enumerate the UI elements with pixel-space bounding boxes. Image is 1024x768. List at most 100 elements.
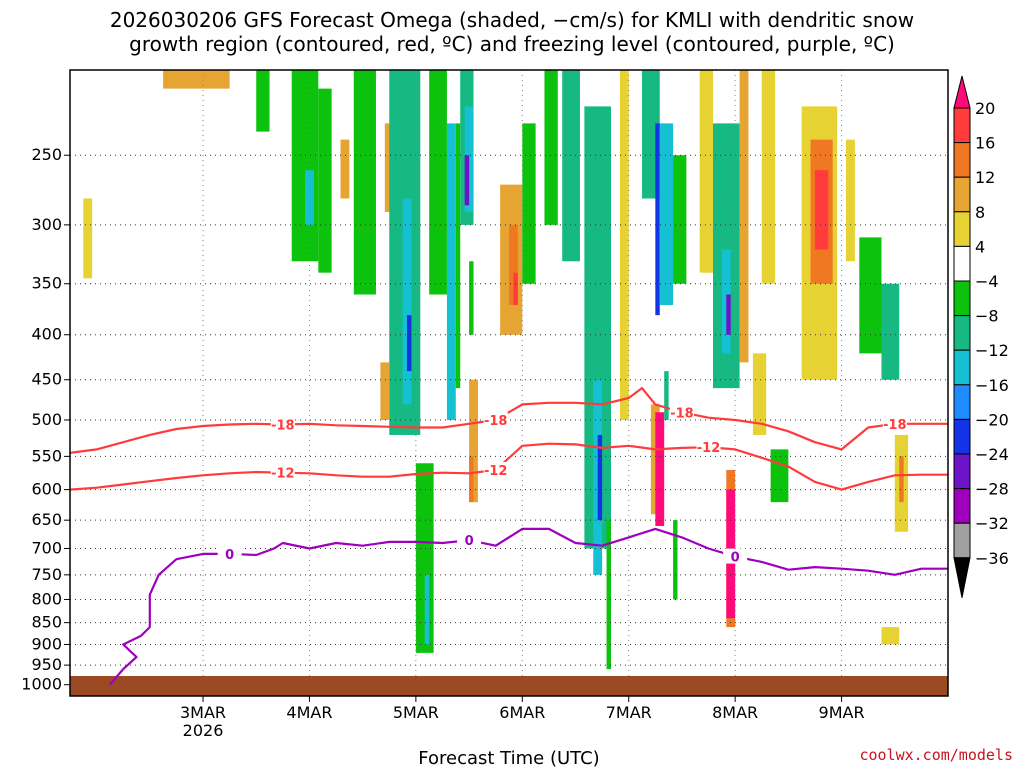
- contour-minus-18-label-bg: [669, 404, 694, 420]
- y-tick-label: 650: [31, 510, 62, 529]
- colorbar-label: −8: [975, 307, 999, 326]
- x-axis-label: Forecast Time (UTC): [418, 748, 599, 768]
- omega-cell: [83, 198, 93, 279]
- contour-freezing-level-label-bg: [217, 545, 242, 561]
- omega-cell: [814, 170, 829, 250]
- colorbar-label: 8: [975, 203, 985, 222]
- omega-cell: [429, 70, 447, 295]
- contour-freezing-level-label-bg: [457, 532, 482, 548]
- colorbar-label: −28: [975, 480, 1009, 499]
- credit-link[interactable]: coolwx.com/models: [859, 746, 1013, 764]
- chart-title-line-2: growth region (contoured, red, ºC) and f…: [129, 32, 895, 56]
- colorbar: 20 16 12 8 4 −4 −8 −12 −16 −20 −24 −28 −32 −36: [953, 75, 1009, 598]
- y-tick-label: 400: [31, 325, 62, 344]
- x-tick-label: 9MAR: [819, 703, 865, 722]
- omega-cell: [522, 123, 536, 284]
- colorbar-label: −12: [975, 341, 1009, 360]
- contour-minus-18-label-bg: [483, 411, 508, 427]
- chart-title-line-1: 2026030206 GFS Forecast Omega (shaded, −…: [110, 8, 914, 32]
- omega-cell: [739, 70, 749, 363]
- colorbar-label: −24: [975, 445, 1009, 464]
- colorbar-swatch: [953, 522, 971, 559]
- colorbar-swatch: [953, 176, 971, 213]
- omega-cell: [446, 123, 456, 420]
- omega-cell: [469, 379, 478, 503]
- colorbar-label: −36: [975, 549, 1009, 568]
- colorbar-top-arrow: [953, 75, 971, 109]
- contour-minus-18: [69, 387, 948, 454]
- x-tick-year: 2026: [183, 721, 224, 740]
- contour-minus-18-label: -18: [883, 418, 907, 433]
- colorbar-label: 20: [975, 99, 995, 118]
- colorbar-swatch: [953, 107, 971, 144]
- contour-freezing-level-label: 0: [225, 548, 234, 563]
- contour-minus-12-label: -12: [271, 467, 295, 482]
- y-tick-label: 600: [31, 480, 62, 499]
- y-tick-label: 450: [31, 370, 62, 389]
- y-tick-label: 300: [31, 215, 62, 234]
- y-tick-label: 250: [31, 145, 62, 164]
- x-tick-label: 5MAR: [393, 703, 439, 722]
- x-tick-label: 7MAR: [606, 703, 652, 722]
- contour-minus-12-label: -12: [484, 464, 508, 479]
- contour-minus-18-label-bg: [270, 416, 295, 432]
- contour-minus-12: [69, 442, 948, 491]
- contour-minus-18-label-bg: [882, 415, 907, 431]
- omega-cell: [513, 272, 518, 305]
- omega-shading: [83, 70, 909, 670]
- omega-cell: [353, 70, 376, 295]
- omega-cell: [380, 362, 390, 420]
- omega-cell: [655, 412, 665, 527]
- omega-cell: [407, 315, 412, 372]
- colorbar-label: 12: [975, 168, 995, 187]
- contour-freezing-level-label-bg: [723, 548, 748, 564]
- omega-cell: [761, 70, 776, 284]
- colorbar-swatch: [953, 315, 971, 351]
- omega-cell: [770, 449, 789, 503]
- y-tick-label: 350: [31, 274, 62, 293]
- contour-freezing-level: [109, 527, 948, 686]
- omega-cell: [597, 434, 603, 521]
- omega-cell: [655, 123, 660, 316]
- colorbar-swatch: [953, 211, 971, 247]
- omega-cell: [659, 123, 674, 305]
- y-tick-label: 1000: [21, 675, 62, 694]
- omega-cell: [699, 70, 713, 273]
- colorbar-swatch: [953, 349, 971, 386]
- y-tick-label: 550: [31, 446, 62, 465]
- colorbar-label: 4: [975, 237, 985, 256]
- omega-cell: [899, 456, 904, 503]
- x-tick-label: 4MAR: [286, 703, 332, 722]
- omega-cell: [384, 123, 394, 212]
- y-tick-label: 800: [31, 589, 62, 608]
- contour-minus-12-label-bg: [696, 439, 721, 455]
- omega-cell: [455, 123, 461, 389]
- x-tick-label: 6MAR: [499, 703, 545, 722]
- contour-minus-12-label: -12: [697, 441, 721, 456]
- plot-area: -18 -18 -18 -18 -12 -12 -12 0 0 0: [69, 69, 949, 697]
- omega-cell: [544, 70, 558, 225]
- x-tick-label: 8MAR: [712, 703, 758, 722]
- x-tick-label: 3MAR: [180, 703, 226, 722]
- colorbar-swatch: [953, 384, 971, 420]
- y-tick-label: 500: [31, 410, 62, 429]
- omega-cell: [673, 520, 678, 600]
- colorbar-swatch: [953, 142, 971, 178]
- y-tick-label: 950: [31, 655, 62, 674]
- y-tick-label: 900: [31, 634, 62, 653]
- omega-cell: [562, 70, 580, 262]
- omega-cell: [402, 198, 412, 405]
- colorbar-label: 16: [975, 134, 995, 153]
- y-axis: 250 300 350 400 450 500 550 600 650 700 750 800 850 9…: [21, 145, 70, 694]
- ground-surface: [70, 676, 948, 696]
- omega-cell: [726, 294, 731, 335]
- omega-cell: [464, 155, 470, 206]
- omega-cell: [881, 627, 900, 645]
- colorbar-label: −32: [975, 514, 1009, 533]
- omega-cell: [664, 371, 669, 420]
- omega-cell: [469, 456, 474, 503]
- omega-cell: [163, 70, 230, 89]
- colorbar-swatch: [953, 418, 971, 455]
